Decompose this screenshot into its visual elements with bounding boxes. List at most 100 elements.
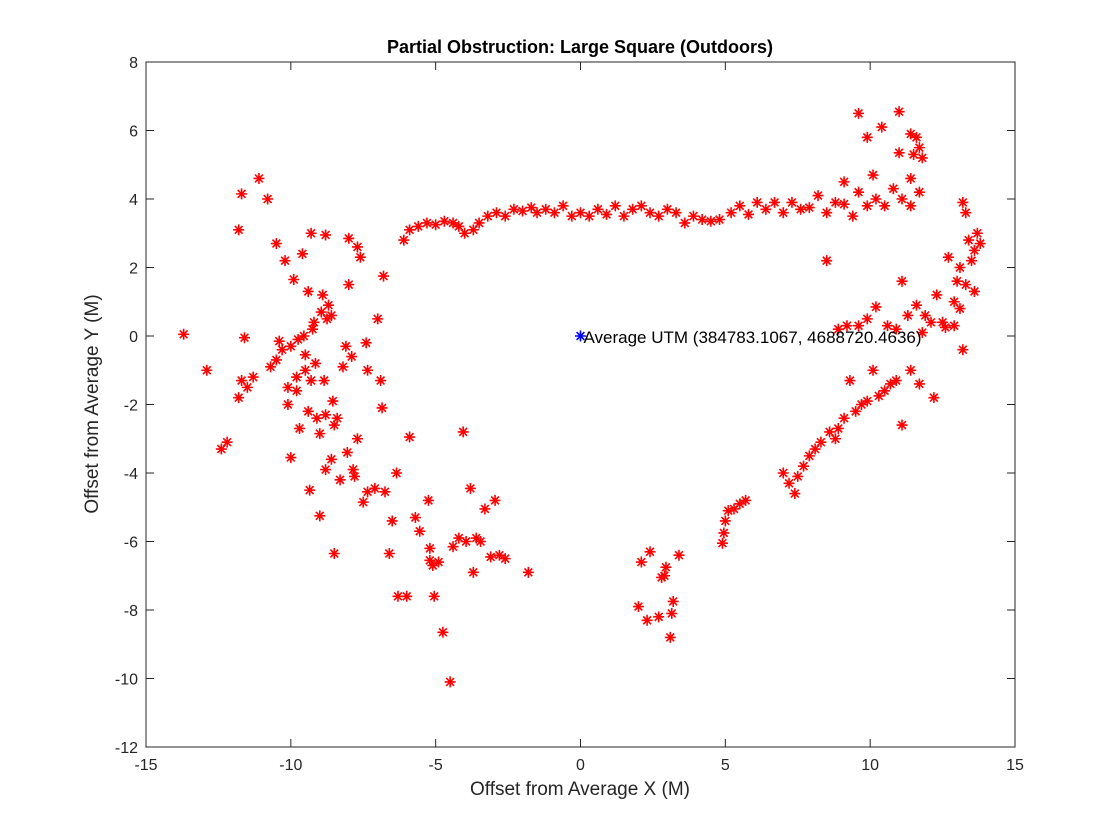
sample-point xyxy=(349,470,361,482)
sample-point xyxy=(853,320,865,332)
sample-point xyxy=(913,186,925,198)
sample-point xyxy=(320,229,332,241)
sample-point xyxy=(696,214,708,226)
sample-point xyxy=(325,309,337,321)
sample-point xyxy=(792,470,804,482)
x-tick-label: -15 xyxy=(134,757,157,774)
sample-point xyxy=(508,203,520,215)
sample-point xyxy=(948,320,960,332)
x-tick-label: 10 xyxy=(861,757,879,774)
sample-point xyxy=(362,364,374,376)
sample-point xyxy=(270,354,282,366)
sample-point xyxy=(942,251,954,263)
sample-point xyxy=(241,381,253,393)
sample-point xyxy=(307,323,319,335)
sample-point xyxy=(475,536,487,547)
sample-point xyxy=(279,255,291,267)
sample-point xyxy=(305,375,317,387)
sample-point xyxy=(879,200,891,212)
x-tick-label: 0 xyxy=(576,757,585,774)
sample-point xyxy=(841,320,853,332)
sample-point xyxy=(939,321,951,333)
average-marker xyxy=(575,330,586,342)
sample-point xyxy=(905,172,917,184)
y-tick-label: -12 xyxy=(115,740,138,757)
sample-point xyxy=(853,186,865,198)
sample-point xyxy=(751,196,763,208)
sample-point xyxy=(832,323,844,335)
data-marks xyxy=(178,106,986,688)
sample-point xyxy=(398,234,410,246)
sample-point xyxy=(798,460,810,472)
sample-point xyxy=(409,512,421,524)
sample-point xyxy=(282,381,294,393)
sample-point xyxy=(722,505,734,517)
sample-point xyxy=(890,323,902,335)
sample-point xyxy=(479,503,491,515)
sample-point xyxy=(404,224,416,236)
sample-point xyxy=(299,364,311,376)
sample-point xyxy=(391,467,403,479)
y-tick-label: -4 xyxy=(124,466,138,483)
sample-point xyxy=(404,431,416,443)
sample-point xyxy=(401,590,413,602)
sample-point xyxy=(459,227,471,239)
sample-point xyxy=(317,289,329,301)
sample-point xyxy=(821,255,833,267)
sample-point xyxy=(803,202,815,214)
sample-point xyxy=(716,537,728,549)
sample-point xyxy=(438,215,450,227)
sample-point xyxy=(777,467,789,479)
sample-point xyxy=(357,496,369,508)
sample-point xyxy=(592,203,604,215)
sample-point xyxy=(911,299,923,311)
sample-point xyxy=(824,426,836,438)
x-tick-label: 15 xyxy=(1006,757,1024,774)
sample-point xyxy=(838,176,850,188)
sample-point xyxy=(870,301,882,313)
sample-point xyxy=(424,542,436,554)
sample-point xyxy=(309,357,321,369)
sample-point xyxy=(850,405,862,417)
y-tick-label: 4 xyxy=(129,192,138,209)
sample-point xyxy=(644,546,656,558)
sample-point xyxy=(308,316,320,328)
plot-area xyxy=(146,62,1015,747)
sample-point xyxy=(282,399,294,410)
sample-point xyxy=(718,527,730,539)
y-tick-label: -10 xyxy=(115,672,138,689)
sample-point xyxy=(653,611,665,623)
sample-point xyxy=(583,210,595,222)
sample-point xyxy=(905,128,917,140)
x-tick-label: 5 xyxy=(721,757,730,774)
sample-point xyxy=(318,375,330,387)
sample-point xyxy=(575,207,586,219)
sample-point xyxy=(902,309,914,321)
sample-point xyxy=(424,554,436,566)
sample-point xyxy=(890,375,902,387)
sample-point xyxy=(378,270,390,282)
sample-point xyxy=(734,200,746,212)
sample-point xyxy=(291,371,303,383)
sample-point xyxy=(314,428,326,440)
sample-point xyxy=(925,316,937,328)
sample-point xyxy=(493,549,505,561)
sample-point xyxy=(635,200,647,212)
average-utm-annotation: Average UTM (384783.1067, 4688720.4636) xyxy=(584,328,922,347)
sample-point xyxy=(660,561,672,573)
sample-point xyxy=(299,349,311,361)
sample-point xyxy=(285,340,297,352)
sample-point xyxy=(525,202,537,214)
sample-point xyxy=(473,217,485,229)
sample-point xyxy=(311,412,323,424)
sample-point xyxy=(714,214,726,226)
sample-point xyxy=(233,224,245,236)
sample-point xyxy=(966,255,978,267)
sample-point xyxy=(803,450,815,462)
sample-point xyxy=(829,196,841,208)
sample-point xyxy=(905,200,917,212)
y-tick-label: 0 xyxy=(129,329,138,346)
sample-point xyxy=(322,299,334,311)
sample-point xyxy=(855,399,867,410)
sample-point xyxy=(893,147,905,159)
